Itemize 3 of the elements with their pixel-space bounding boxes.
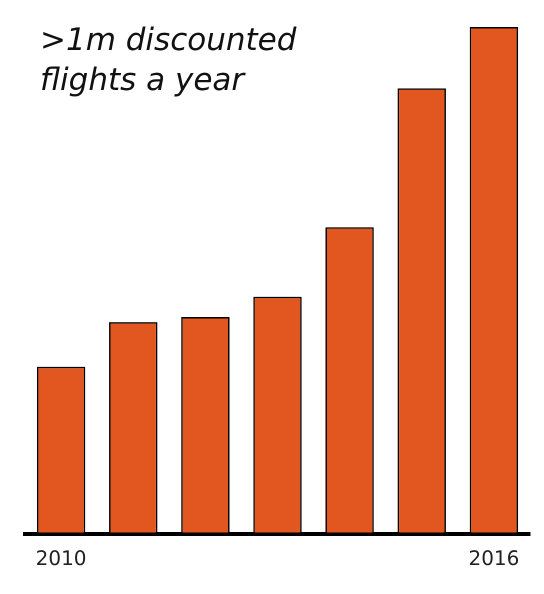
text: >1m discounted flights a year bbox=[40, 21, 298, 100]
x-tick-label: 2016 bbox=[468, 546, 520, 570]
x-tick-label: 2010 bbox=[36, 546, 87, 570]
